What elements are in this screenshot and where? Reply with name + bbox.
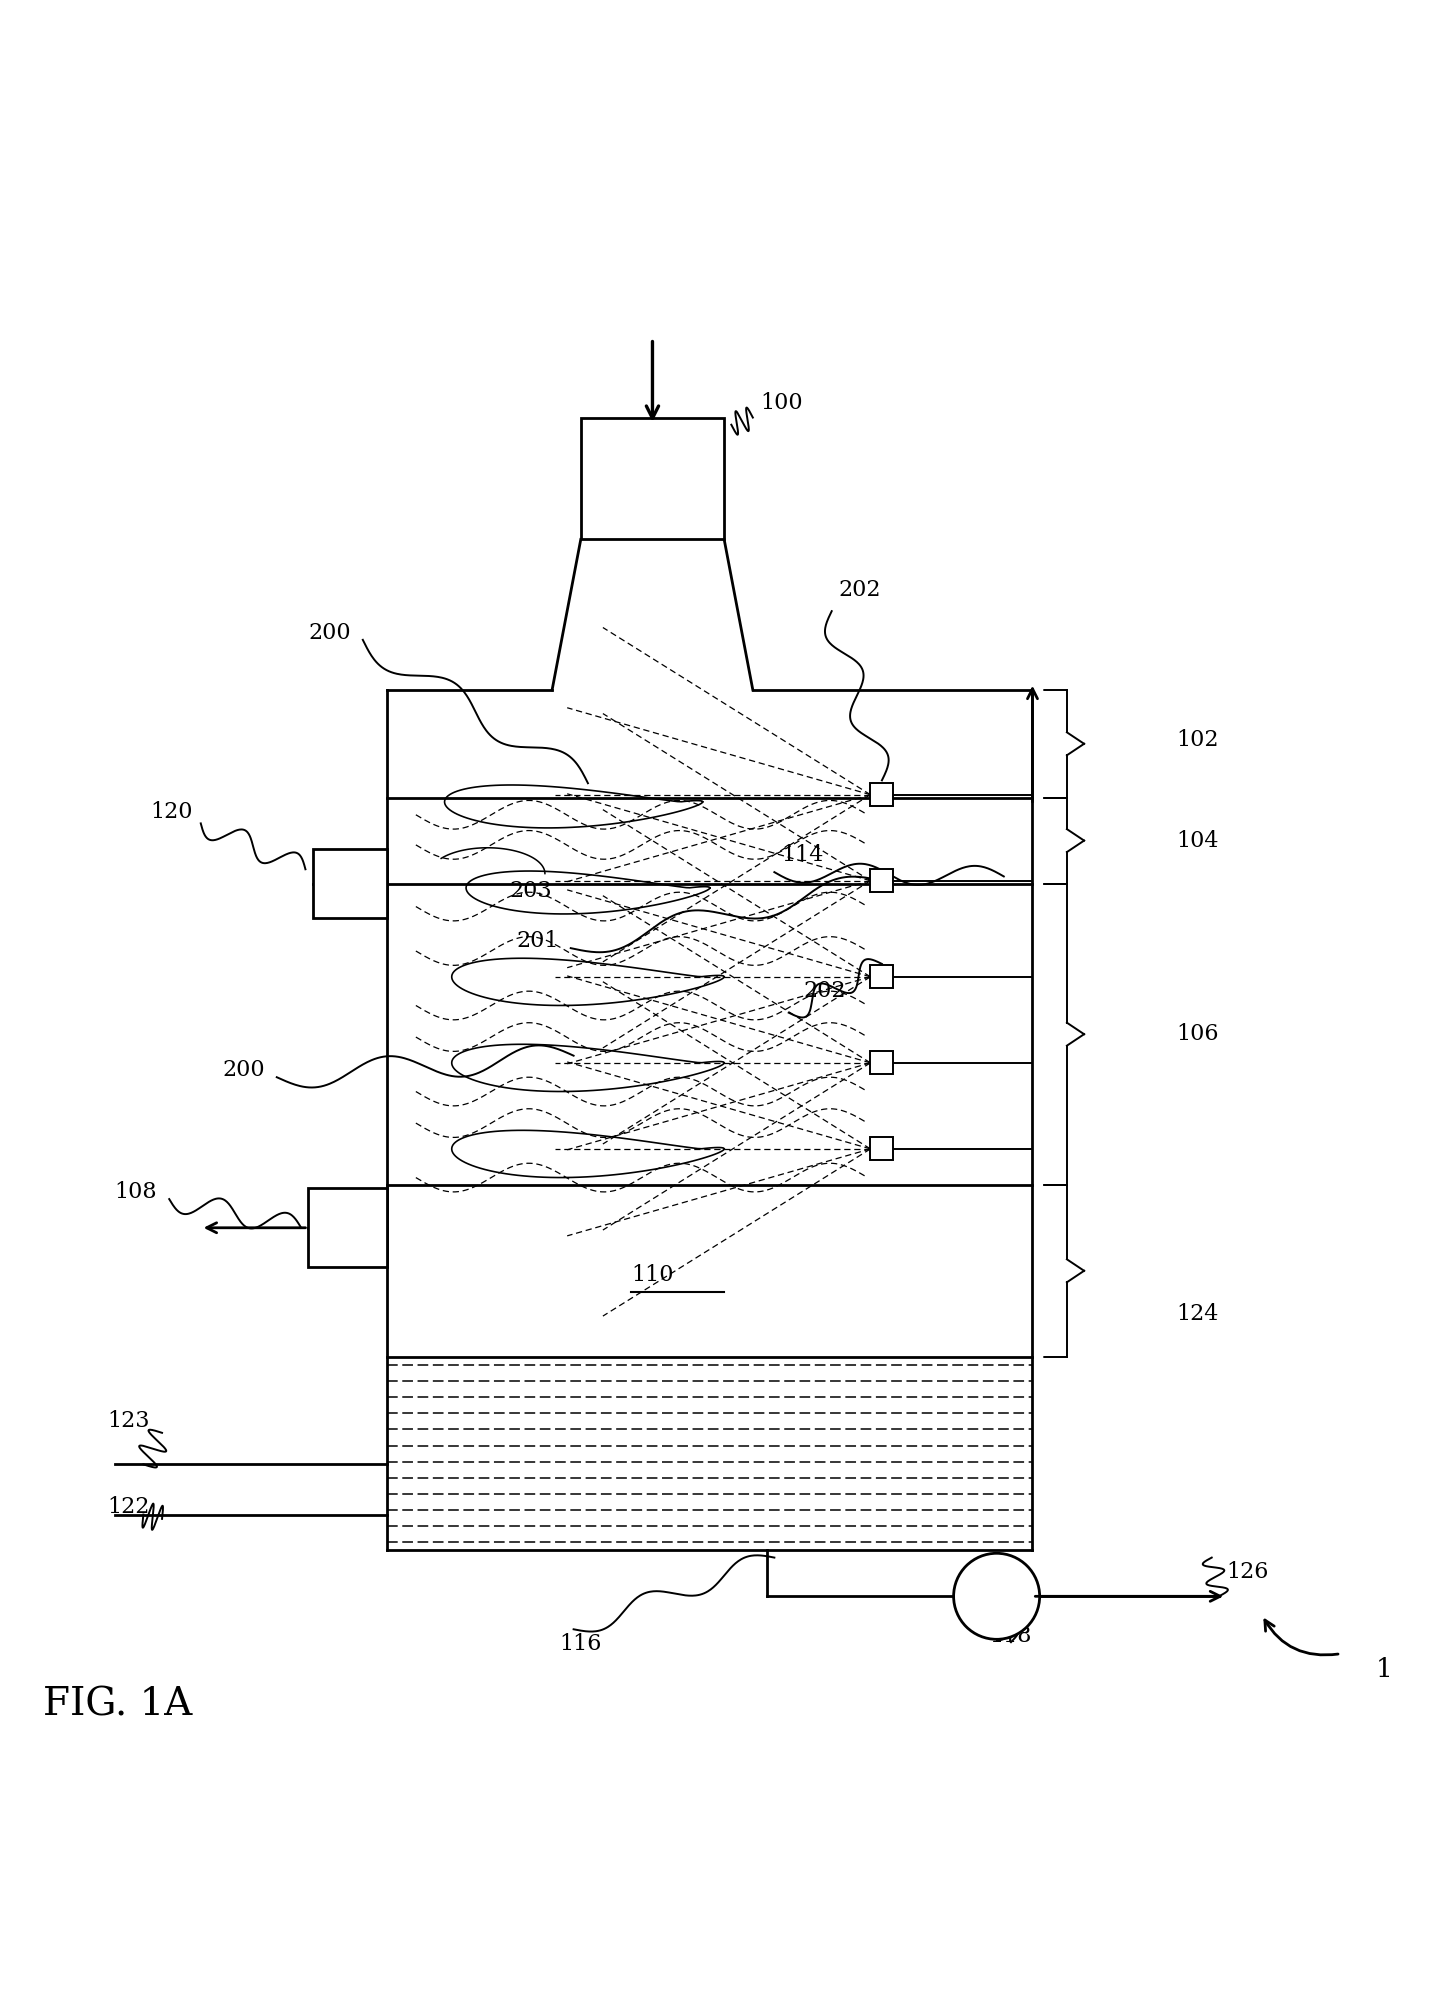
Bar bbox=[870, 869, 893, 893]
Bar bbox=[870, 782, 893, 806]
Text: 110: 110 bbox=[631, 1265, 674, 1287]
Text: 201: 201 bbox=[516, 929, 559, 951]
Text: 1: 1 bbox=[1375, 1657, 1392, 1681]
Text: 123: 123 bbox=[108, 1410, 151, 1432]
Bar bbox=[308, 1189, 387, 1267]
Text: 116: 116 bbox=[559, 1633, 602, 1655]
Bar bbox=[870, 1052, 893, 1074]
Text: 200: 200 bbox=[222, 1060, 265, 1082]
Text: 100: 100 bbox=[760, 392, 803, 414]
Text: 202: 202 bbox=[839, 579, 882, 601]
Text: 126: 126 bbox=[1226, 1561, 1269, 1583]
Bar bbox=[870, 1138, 893, 1160]
Text: 120: 120 bbox=[151, 800, 194, 822]
Bar bbox=[313, 849, 387, 919]
Text: 102: 102 bbox=[1176, 730, 1219, 752]
Bar bbox=[581, 418, 724, 539]
Text: 203: 203 bbox=[509, 879, 552, 901]
Text: 104: 104 bbox=[1176, 831, 1219, 851]
Text: 122: 122 bbox=[108, 1496, 151, 1518]
Text: 124: 124 bbox=[1176, 1303, 1219, 1325]
Text: FIG. 1A: FIG. 1A bbox=[43, 1687, 192, 1723]
Text: 106: 106 bbox=[1176, 1024, 1219, 1046]
Circle shape bbox=[954, 1552, 1040, 1639]
Text: 118: 118 bbox=[989, 1625, 1032, 1647]
Text: 108: 108 bbox=[115, 1180, 158, 1203]
Text: 114: 114 bbox=[782, 845, 825, 867]
Text: 202: 202 bbox=[803, 979, 846, 1001]
Bar bbox=[870, 965, 893, 987]
Text: 200: 200 bbox=[308, 621, 351, 644]
